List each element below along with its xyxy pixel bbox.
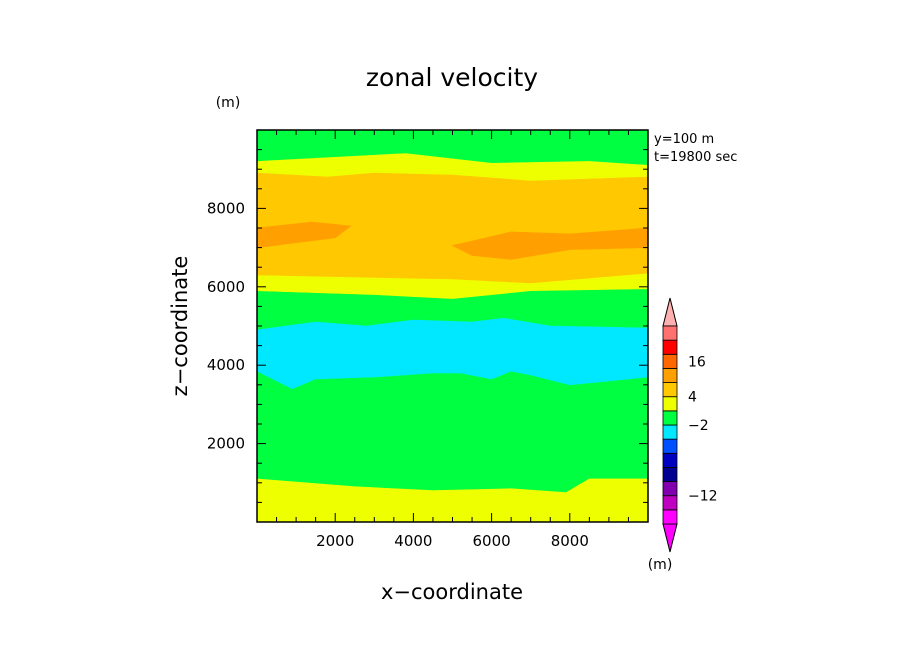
y-tick-label: 6000: [207, 278, 245, 296]
y-axis-label: z−coordinate: [168, 256, 192, 397]
colorbar-bin: [662, 509, 678, 525]
colorbar-bin: [662, 467, 678, 482]
plot-area: 2000 4000 6000 8000 2000 4000 6000 8000: [207, 129, 649, 550]
chart-title: zonal velocity: [366, 63, 538, 92]
colorbar: 16 4 −2 −12: [662, 297, 718, 553]
colorbar-bin: [662, 396, 678, 412]
colorbar-label: −2: [688, 418, 709, 434]
colorbar-bin: [662, 353, 678, 369]
colorbar-label: −12: [688, 489, 718, 505]
colorbar-label: 16: [688, 354, 706, 370]
y-axis-unit: (m): [216, 95, 241, 111]
axis-ticks: 2000 4000 6000 8000 2000 4000 6000 8000: [207, 130, 648, 550]
colorbar-label: 4: [688, 390, 697, 406]
info-line-t: t=19800 sec: [654, 150, 737, 165]
x-axis-label: x−coordinate: [381, 580, 523, 604]
colorbar-bin: [662, 410, 678, 426]
colorbar-bin: [662, 424, 678, 440]
x-tick-label: 4000: [394, 532, 432, 550]
colorbar-bin: [662, 452, 678, 468]
colorbar-bin: [662, 481, 678, 497]
colorbar-bin: [662, 325, 678, 341]
colorbar-bin: [662, 438, 678, 454]
colorbar-bin: [662, 495, 678, 511]
colorbar-bin: [662, 382, 678, 398]
info-line-y: y=100 m: [654, 132, 714, 147]
y-tick-label: 8000: [207, 199, 245, 217]
colorbar-extend-high: [662, 297, 678, 327]
colorbar-unit: (m): [648, 557, 673, 573]
contour-region-6: [256, 317, 649, 390]
y-tick-label: 4000: [207, 356, 245, 374]
contour-regions: [256, 129, 649, 523]
colorbar-bin: [662, 368, 678, 383]
colorbar-bin: [662, 339, 678, 355]
y-tick-label: 2000: [207, 435, 245, 453]
x-tick-label: 8000: [551, 532, 589, 550]
x-tick-label: 6000: [473, 532, 511, 550]
x-tick-label: 2000: [316, 532, 354, 550]
colorbar-extend-low: [662, 523, 678, 553]
